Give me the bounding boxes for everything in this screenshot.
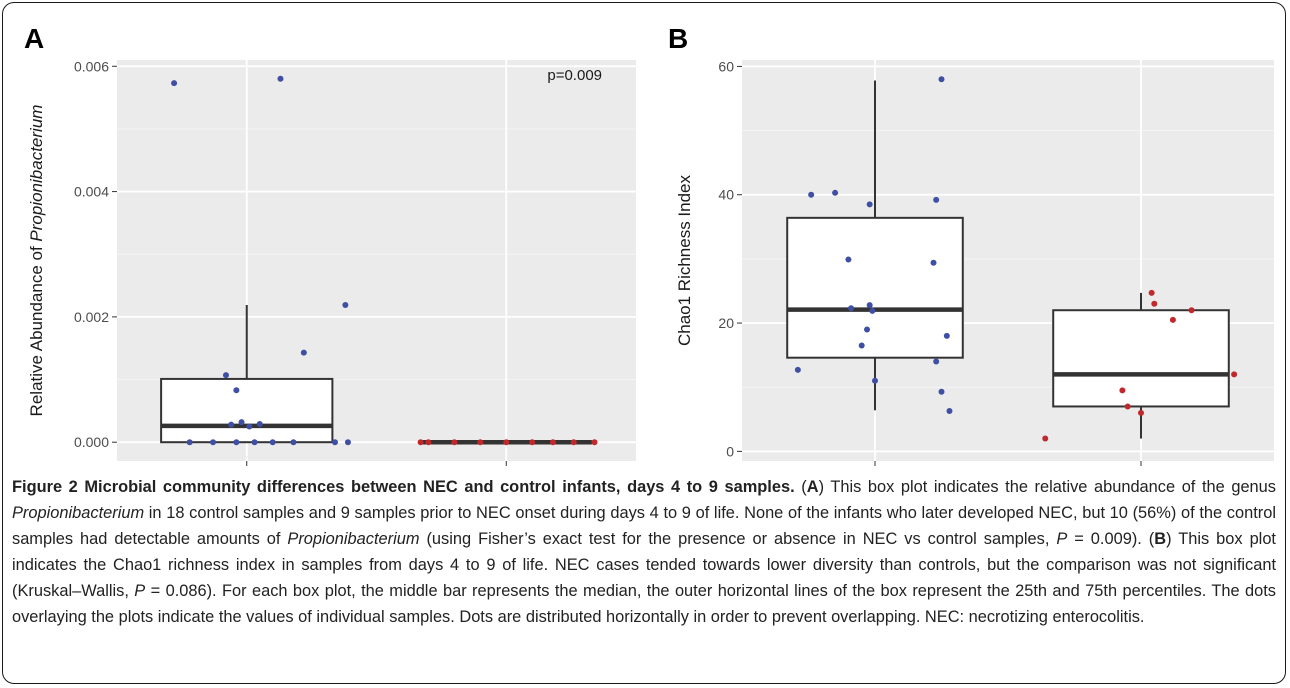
panel-a-data-point-controls bbox=[233, 439, 239, 445]
caption-genus-2: Propionibacterium bbox=[287, 530, 419, 548]
panel-b-y-tick-label: 20 bbox=[718, 315, 734, 331]
figure-svg: A B 0.000 0.002 0.004 0.006 Controls NEC Relat… bbox=[0, 0, 1290, 470]
panel-b-data-point-controls bbox=[933, 197, 939, 203]
panel-a-data-point-controls bbox=[210, 439, 216, 445]
panel-b-y-tick-label: 40 bbox=[718, 187, 734, 203]
panel-b-data-point-nec bbox=[1189, 307, 1195, 313]
panel-a-y-tick-label: 0.002 bbox=[74, 309, 109, 325]
caption-b-label: B bbox=[1154, 530, 1166, 548]
panel-b-data-point-nec bbox=[1042, 436, 1048, 442]
panel-a-data-point-controls bbox=[290, 439, 296, 445]
caption-p-symbol-1: P bbox=[1056, 530, 1067, 548]
panel-b-category-label: Controls bbox=[841, 469, 908, 470]
panel-a-category-label: Controls bbox=[213, 469, 280, 470]
caption-p-symbol-2: P bbox=[134, 582, 145, 600]
panel-a-data-point-controls bbox=[342, 302, 348, 308]
panel-a-y-tick-label: 0.000 bbox=[74, 434, 109, 450]
caption-text-2: ) This box plot indicates the relative a… bbox=[819, 478, 1276, 496]
panel-b-box-body bbox=[1053, 310, 1229, 406]
caption-text-7: = 0.086). For each box plot, the middle … bbox=[12, 582, 1276, 626]
panel-a-data-point-controls bbox=[239, 419, 245, 425]
panel-b-data-point-controls bbox=[795, 367, 801, 373]
panel-a-data-point-nec bbox=[477, 439, 483, 445]
caption-title: Figure 2 Microbial community differences… bbox=[12, 478, 795, 496]
panel-b-y-axis-title: Chao1 Richness Index bbox=[675, 174, 694, 346]
panel-a-data-point-controls bbox=[332, 439, 338, 445]
panel-b-data-point-nec bbox=[1119, 387, 1125, 393]
panel-b-data-point-controls bbox=[933, 359, 939, 365]
figure-caption: Figure 2 Microbial community differences… bbox=[12, 474, 1276, 630]
panel-a-data-point-controls bbox=[301, 350, 307, 356]
panel-b-data-point-controls bbox=[944, 333, 950, 339]
panel-a-data-point-controls bbox=[252, 439, 258, 445]
panel-b-data-point-nec bbox=[1151, 301, 1157, 307]
panel-a-data-point-nec bbox=[451, 439, 457, 445]
panel-b-data-point-controls bbox=[845, 257, 851, 263]
panel-a-data-point-controls bbox=[270, 439, 276, 445]
panel-a-data-point-controls bbox=[233, 387, 239, 393]
caption-genus-1: Propionibacterium bbox=[12, 504, 144, 522]
caption-a-label: A bbox=[807, 478, 819, 496]
panel-b-data-point-controls bbox=[848, 305, 854, 311]
panel-b-plot: 0 20 40 60 Controls NEC Chao1 Richness Index bbox=[675, 58, 1274, 470]
panel-a-data-point-controls bbox=[223, 372, 229, 378]
panel-a-y-tick-label: 0.004 bbox=[74, 184, 109, 200]
panel-a-y-axis-title: Relative Abundance of Propionibacterium bbox=[27, 105, 46, 417]
panel-b-box-body bbox=[787, 218, 963, 358]
panel-b-data-point-controls bbox=[939, 389, 945, 395]
panel-b-data-point-controls bbox=[864, 326, 870, 332]
panel-b-data-point-controls bbox=[867, 201, 873, 207]
panel-b-y-tick-label: 60 bbox=[718, 58, 734, 74]
panel-b-data-point-controls bbox=[931, 260, 937, 266]
panel-a-data-point-nec bbox=[571, 439, 577, 445]
panel-letter-b: B bbox=[668, 23, 688, 54]
panel-a-data-point-controls bbox=[171, 80, 177, 86]
panel-b-category-label: NEC bbox=[1122, 469, 1160, 470]
panel-b-data-point-controls bbox=[867, 302, 873, 308]
panel-a-plot: 0.000 0.002 0.004 0.006 Controls NEC Relative … bbox=[27, 58, 636, 470]
panel-b-data-point-controls bbox=[939, 76, 945, 82]
panel-a-data-point-nec bbox=[503, 439, 509, 445]
panel-a-data-point-controls bbox=[228, 422, 234, 428]
panel-b-data-point-nec bbox=[1170, 317, 1176, 323]
panel-a-y-tick-label: 0.006 bbox=[74, 58, 109, 74]
panel-b-data-point-controls bbox=[859, 343, 865, 349]
panel-a-data-point-nec bbox=[418, 439, 424, 445]
caption-text-4: (using Fisher’s exact test for the prese… bbox=[420, 530, 1057, 548]
panel-b-data-point-nec bbox=[1138, 410, 1144, 416]
caption-text-5: = 0.009). ( bbox=[1067, 530, 1154, 548]
panel-b-data-point-controls bbox=[946, 408, 952, 414]
panel-a-p-value-annotation: p=0.009 bbox=[547, 67, 602, 84]
panel-a-data-point-nec bbox=[550, 439, 556, 445]
panel-a-box-body bbox=[161, 379, 332, 442]
panel-b-y-tick-label: 0 bbox=[726, 443, 734, 459]
panel-letter-a: A bbox=[24, 23, 44, 54]
panel-b-data-point-controls bbox=[832, 190, 838, 196]
panel-a-data-point-controls bbox=[277, 76, 283, 82]
panel-b-data-point-nec bbox=[1149, 290, 1155, 296]
panel-a-category-label: NEC bbox=[487, 469, 525, 470]
panel-b-data-point-controls bbox=[872, 378, 878, 384]
panel-a-data-point-nec bbox=[529, 439, 535, 445]
panel-a-data-point-controls bbox=[246, 424, 252, 430]
panel-b-data-point-nec bbox=[1231, 371, 1237, 377]
panel-a-data-point-controls bbox=[257, 421, 263, 427]
panel-a-data-point-nec bbox=[591, 439, 597, 445]
panel-a-data-point-controls bbox=[345, 439, 351, 445]
panel-b-data-point-controls bbox=[808, 192, 814, 198]
panel-a-data-point-controls bbox=[187, 439, 193, 445]
panel-b-data-point-controls bbox=[869, 308, 875, 314]
panel-b-data-point-nec bbox=[1125, 403, 1131, 409]
panel-a-data-point-nec bbox=[425, 439, 431, 445]
